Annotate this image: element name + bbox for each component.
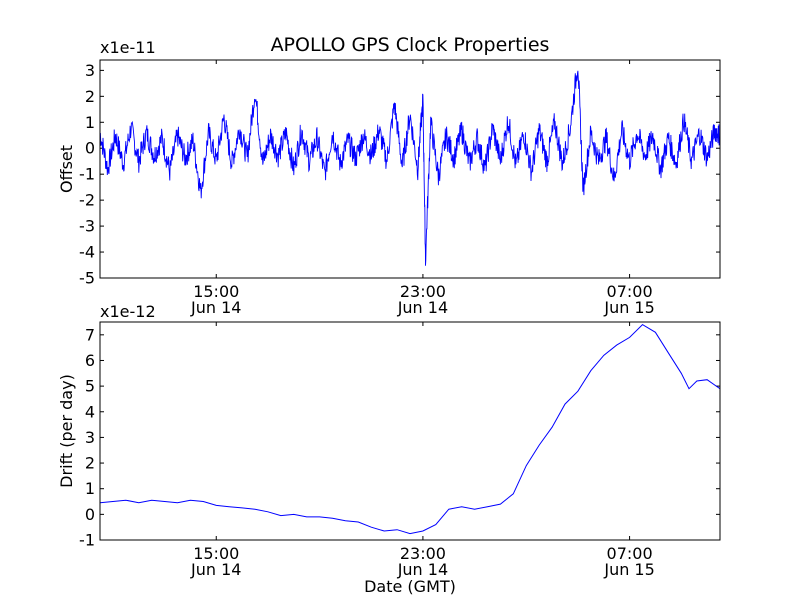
offset-axes-frame bbox=[99, 59, 721, 279]
drift-x-axis-label: Date (GMT) bbox=[364, 577, 456, 596]
offset-y-axis-label: Offset bbox=[57, 145, 76, 193]
offset-series-line bbox=[99, 70, 721, 266]
chart-title: APOLLO GPS Clock Properties bbox=[271, 34, 550, 56]
drift-x-tick-date: Jun 14 bbox=[397, 560, 448, 579]
offset-y-tick-label: 1 bbox=[85, 113, 95, 132]
offset-x-tick-time: 15:00 bbox=[193, 282, 239, 301]
drift-y-tick-label: 3 bbox=[85, 428, 95, 447]
drift-y-tick-label: 5 bbox=[85, 377, 95, 396]
offset-x-tick-date: Jun 14 bbox=[397, 298, 448, 317]
drift-y-tick-label: 2 bbox=[85, 454, 95, 473]
offset-exponent-label: x1e-11 bbox=[100, 38, 156, 57]
drift-x-tick-time: 23:00 bbox=[400, 544, 446, 563]
drift-x-tick-time: 15:00 bbox=[193, 544, 239, 563]
offset-y-tick-label: -5 bbox=[79, 269, 95, 288]
drift-x-tick-date: Jun 14 bbox=[190, 560, 241, 579]
offset-y-tick-label: -1 bbox=[79, 165, 95, 184]
offset-y-tick-label: -3 bbox=[79, 217, 95, 236]
offset-y-tick-label: -4 bbox=[79, 243, 95, 262]
offset-x-tick-date: Jun 14 bbox=[190, 298, 241, 317]
drift-y-tick-label: 1 bbox=[85, 479, 95, 498]
drift-y-tick-label: -1 bbox=[79, 531, 95, 550]
drift-x-tick-time: 07:00 bbox=[607, 544, 653, 563]
offset-x-tick-date: Jun 15 bbox=[603, 298, 654, 317]
offset-x-tick-time: 23:00 bbox=[400, 282, 446, 301]
drift-axes-frame bbox=[99, 321, 721, 541]
drift-y-tick-label: 7 bbox=[85, 325, 95, 344]
drift-x-tick-date: Jun 15 bbox=[603, 560, 654, 579]
drift-y-tick-label: 4 bbox=[85, 402, 95, 421]
drift-y-tick-label: 0 bbox=[85, 505, 95, 524]
drift-exponent-label: x1e-12 bbox=[100, 302, 156, 321]
offset-y-tick-label: -2 bbox=[79, 191, 95, 210]
offset-y-tick-label: 2 bbox=[85, 87, 95, 106]
drift-y-axis-label: Drift (per day) bbox=[57, 374, 76, 488]
offset-x-tick-time: 07:00 bbox=[607, 282, 653, 301]
offset-y-tick-label: 0 bbox=[85, 139, 95, 158]
drift-y-tick-label: 6 bbox=[85, 351, 95, 370]
offset-y-tick-label: 3 bbox=[85, 61, 95, 80]
